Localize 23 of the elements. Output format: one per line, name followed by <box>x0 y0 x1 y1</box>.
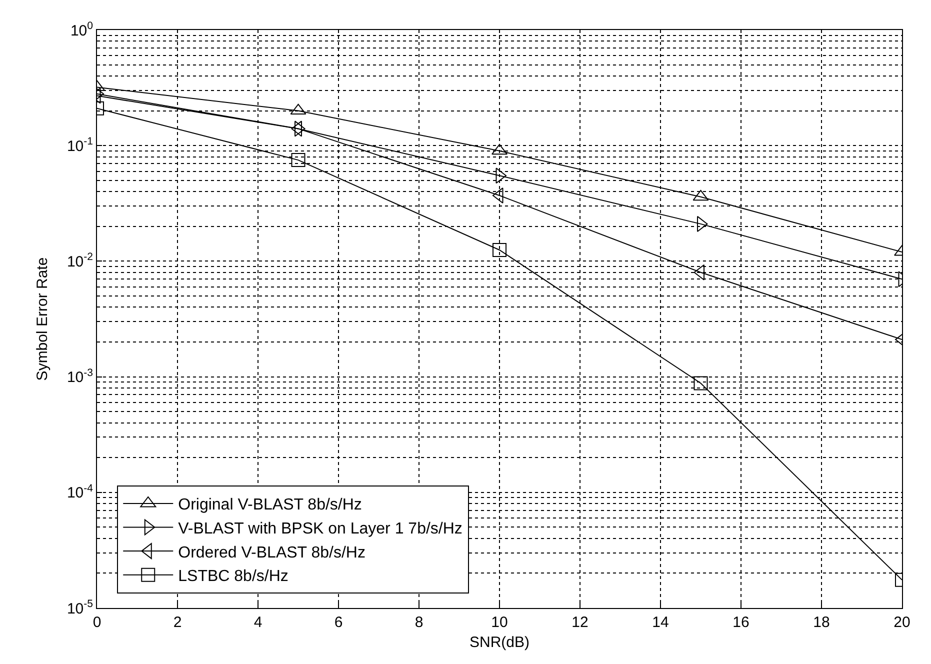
y-tick-label: 10$^{-5}$ <box>66 598 94 618</box>
legend-label: LSTBC 8b/s/Hz <box>178 568 288 586</box>
legend-label: V-BLAST with BPSK on Layer 1 7b/s/Hz <box>178 520 462 538</box>
x-tick-label: 16 <box>732 614 750 631</box>
legend-label: Original V-BLAST 8b/s/Hz <box>178 496 362 514</box>
y-axis-title: Symbol Error Rate <box>34 257 52 381</box>
x-tick-label: 2 <box>173 614 182 631</box>
x-tick-label: 0 <box>92 614 102 631</box>
y-tick-label: 10$^{-4}$ <box>66 482 94 502</box>
legend-label: Ordered V-BLAST 8b/s/Hz <box>178 544 366 562</box>
x-tick-label: 18 <box>813 614 830 631</box>
x-tick-label: 6 <box>334 614 343 631</box>
x-tick-label: 14 <box>652 614 669 631</box>
x-tick-label: 20 <box>894 614 910 631</box>
x-axis-title: SNR(dB) <box>469 634 530 651</box>
x-tick-label: 4 <box>254 614 262 631</box>
y-tick-label: 10$^{-1}$ <box>66 136 94 155</box>
y-tick-label: 10$^{-3}$ <box>66 366 94 386</box>
y-tick-label: 10$^{0}$ <box>70 20 94 40</box>
x-tick-label: 10 <box>491 614 508 631</box>
x-tick-label: 8 <box>414 614 424 631</box>
y-tick-label: 10$^{-2}$ <box>66 251 94 270</box>
x-tick-label: 12 <box>572 614 588 631</box>
